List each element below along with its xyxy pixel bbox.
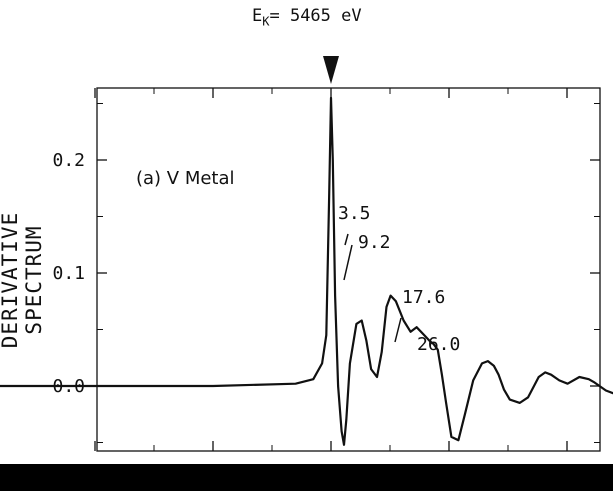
edge-label-subscript: K [262,14,270,29]
series-line-0 [0,96,613,446]
annotation-label: 17.6 [402,287,445,308]
edge-label-value: = 5465 eV [269,6,362,26]
panel-label: (a) V Metal [136,168,235,189]
annotation-pointer [394,317,402,343]
y-tick-label: 0.2 [52,150,85,171]
bottom-black-bar [0,464,613,491]
edge-marker-arrow [323,56,339,84]
annotation-label: 9.2 [358,232,391,253]
plot-frame [96,87,601,452]
annotation-pointer [344,233,349,246]
annotation-label: 3.5 [338,203,371,224]
y-tick-label: 0.1 [52,263,85,284]
edge-energy-label: EK= 5465 eV [252,6,362,28]
edge-label-prefix: E [252,6,263,26]
annotation-pointer [343,244,353,281]
annotation-label: 26.0 [417,334,460,355]
